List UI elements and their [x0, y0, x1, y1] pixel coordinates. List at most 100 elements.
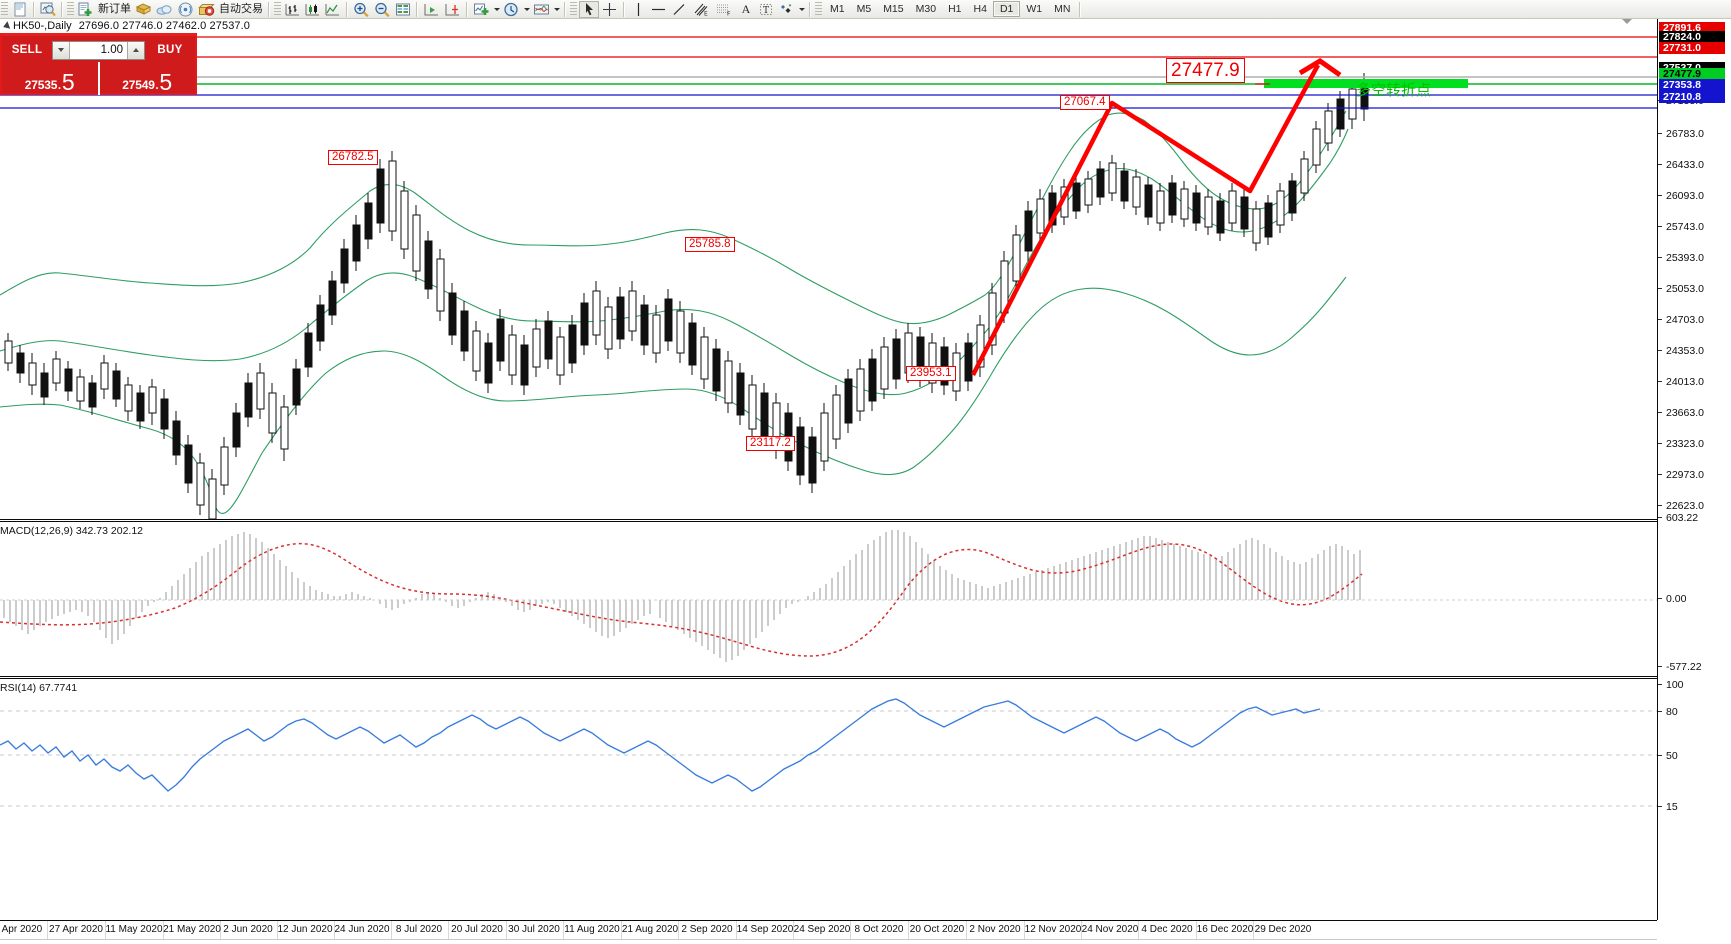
template-icon[interactable] — [531, 1, 552, 18]
volume-input[interactable]: 1.00 — [100, 43, 123, 56]
timeframe-w1[interactable]: W1 — [1026, 3, 1043, 15]
chevron-down-icon[interactable] — [797, 1, 806, 18]
volume-decrease-button[interactable] — [53, 41, 70, 59]
trendline-icon[interactable] — [669, 1, 690, 18]
price-chart-pane[interactable]: 26782.5 25785.8 23117.2 23953.1 27067.4 … — [0, 33, 1657, 520]
date-tick: 24 Jun 2020 — [334, 924, 390, 935]
svg-text:T: T — [763, 6, 769, 16]
bollinger-lower-band — [0, 276, 1347, 514]
toolbar-grip-trade[interactable] — [67, 1, 74, 17]
toolbar-separator — [268, 1, 270, 17]
wallet-icon[interactable] — [133, 1, 154, 18]
volume-stepper[interactable]: 1.00 — [52, 40, 145, 60]
axis-separator — [563, 921, 564, 939]
price-label-27731: 27731.0 — [1659, 42, 1725, 54]
axis-separator — [220, 921, 221, 939]
annotation-target-27477[interactable]: 27477.9 — [1166, 58, 1245, 83]
date-tick: 11 Aug 2020 — [564, 924, 620, 935]
axis-separator — [277, 921, 278, 939]
fibonacci-retracement-icon[interactable]: F — [713, 1, 736, 18]
axis-separator — [391, 921, 392, 939]
expert-advisor-icon[interactable] — [196, 1, 217, 18]
zoom-in-icon[interactable] — [351, 1, 372, 18]
buy-button[interactable]: BUY — [157, 44, 183, 56]
sell-price-display[interactable]: 27535 . 5 — [2, 62, 100, 95]
objects-list-icon[interactable] — [776, 1, 797, 18]
price-chart-svg — [0, 36, 1657, 520]
add-indicator-icon[interactable] — [471, 1, 492, 18]
chart-cursor-marker — [1622, 19, 1632, 24]
rsi-line — [0, 698, 1321, 792]
chart-shift-icon[interactable] — [442, 1, 463, 18]
toolbar-grip-timeframe[interactable] — [815, 1, 822, 17]
timeframe-d1[interactable]: D1 — [992, 1, 1021, 17]
buy-price-display[interactable]: 27549 . 5 — [100, 62, 196, 95]
axis-separator — [334, 921, 335, 939]
toolbar-grip-drawing[interactable] — [570, 1, 577, 17]
toolbar-separator — [61, 1, 63, 17]
date-axis[interactable]: 5 Apr 2020 27 Apr 2020 11 May 2020 21 Ma… — [0, 920, 1657, 944]
one-click-trading-top-row: SELL 1.00 BUY — [2, 36, 195, 62]
sell-price-decimal-dot: . — [57, 74, 62, 93]
new-order-label[interactable]: 新订单 — [98, 2, 131, 15]
macd-indicator-pane[interactable]: MACD(12,26,9) 342.73 202.12 — [0, 522, 1657, 677]
period-clock-icon[interactable] — [501, 1, 522, 18]
price-tick: 22623.0 — [1658, 501, 1704, 511]
timeframe-m5[interactable]: M5 — [856, 3, 872, 15]
data-window-icon[interactable] — [393, 1, 413, 18]
timeframe-mn[interactable]: MN — [1054, 3, 1071, 15]
price-label-27353: 27353.8 — [1659, 79, 1725, 91]
crosshair-icon[interactable] — [599, 1, 620, 18]
macd-tick-zero: 0.00 — [1658, 594, 1686, 604]
toolbar-separator — [809, 1, 811, 17]
new-chart-icon[interactable] — [10, 1, 30, 18]
chevron-down-icon[interactable] — [522, 1, 531, 18]
annotation-23953[interactable]: 23953.1 — [906, 366, 956, 381]
macd-tick-max: 603.22 — [1658, 513, 1698, 523]
timeframe-m15[interactable]: M15 — [883, 3, 904, 15]
pane-divider-price-macd[interactable] — [0, 519, 1657, 522]
text-label-icon[interactable]: T — [756, 1, 776, 18]
magnifier-chart-icon[interactable] — [38, 1, 58, 18]
text-icon[interactable]: A — [741, 1, 751, 16]
toolbar-grip-file[interactable] — [1, 1, 8, 17]
candlestick-chart-icon[interactable] — [303, 1, 323, 18]
annotation-25785[interactable]: 25785.8 — [685, 237, 735, 252]
date-tick: 21 Aug 2020 — [621, 924, 679, 935]
one-click-trading-panel[interactable]: SELL 1.00 BUY 27535 . 5 27549 . 5 — [0, 33, 197, 95]
zoom-out-icon[interactable] — [372, 1, 393, 18]
price-axis[interactable]: 27133.0 26783.0 26433.0 26093.0 25743.0 … — [1622, 19, 1731, 920]
volume-increase-button[interactable] — [127, 41, 144, 59]
new-order-icon[interactable] — [76, 1, 96, 18]
equidistant-channel-icon[interactable]: E — [690, 1, 713, 18]
annotation-23117[interactable]: 23117.2 — [746, 436, 795, 451]
cloud-icon[interactable] — [154, 1, 175, 18]
rsi-label: RSI(14) 67.7741 — [0, 682, 78, 694]
timeframe-m30[interactable]: M30 — [915, 3, 937, 15]
chinese-annotation-note[interactable]: 多空转折点 — [1356, 81, 1432, 99]
line-chart-icon[interactable] — [323, 1, 343, 18]
annotation-26782[interactable]: 26782.5 — [328, 150, 378, 165]
rsi-indicator-pane[interactable]: RSI(14) 67.7741 — [0, 679, 1657, 919]
cursor-arrow-icon[interactable] — [579, 0, 599, 18]
toolbar-grip-charttype[interactable] — [274, 1, 281, 17]
timeframe-m1[interactable]: M1 — [830, 3, 845, 15]
vertical-line-icon[interactable] — [628, 1, 648, 18]
chevron-down-icon[interactable] — [492, 1, 501, 18]
annotation-27067[interactable]: 27067.4 — [1060, 95, 1110, 110]
signal-icon[interactable] — [175, 1, 196, 18]
expert-advisor-label[interactable]: 自动交易 — [219, 2, 263, 15]
axis-separator — [1253, 921, 1254, 939]
auto-scroll-icon[interactable] — [421, 1, 442, 18]
price-tick: 26093.0 — [1658, 191, 1704, 201]
timeframe-h4[interactable]: H4 — [973, 3, 987, 15]
horizontal-line-icon[interactable] — [648, 1, 669, 18]
sell-button[interactable]: SELL — [11, 44, 43, 56]
price-tick: 22973.0 — [1658, 470, 1704, 480]
toolbar-separator — [564, 1, 566, 17]
pane-divider-macd-rsi[interactable] — [0, 676, 1657, 679]
timeframe-h1[interactable]: H1 — [948, 3, 962, 15]
chevron-down-icon[interactable] — [552, 1, 561, 18]
bar-chart-icon[interactable] — [283, 1, 303, 18]
axis-separator — [506, 921, 507, 939]
